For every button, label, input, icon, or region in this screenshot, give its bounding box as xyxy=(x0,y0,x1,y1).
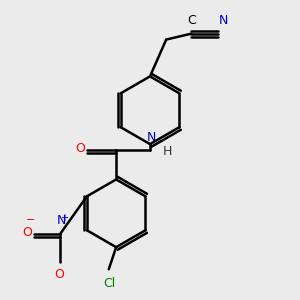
Text: O: O xyxy=(54,268,64,281)
Text: C: C xyxy=(187,14,196,27)
Text: N: N xyxy=(147,131,156,144)
Text: H: H xyxy=(163,145,172,158)
Text: Cl: Cl xyxy=(103,277,116,290)
Text: N: N xyxy=(218,14,228,27)
Text: N: N xyxy=(57,214,66,227)
Text: +: + xyxy=(60,213,68,223)
Text: −: − xyxy=(26,215,35,225)
Text: O: O xyxy=(75,142,85,155)
Text: O: O xyxy=(22,226,32,239)
